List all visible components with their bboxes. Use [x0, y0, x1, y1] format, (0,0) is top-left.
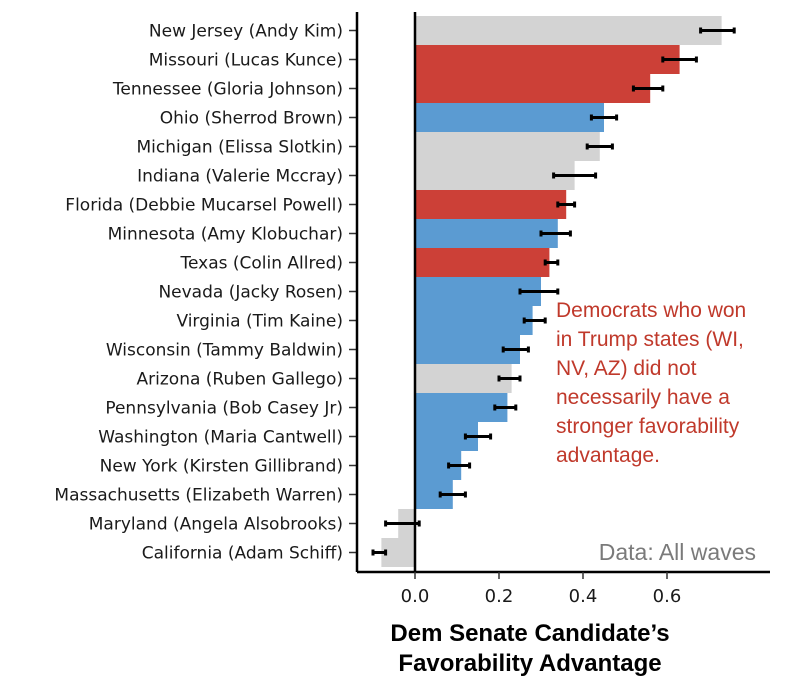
bar [415, 393, 508, 422]
category-label: Massachusetts (Elizabeth Warren) [54, 486, 343, 506]
category-label: Wisconsin (Tammy Baldwin) [106, 341, 343, 361]
category-label: Missouri (Lucas Kunce) [149, 51, 343, 71]
annotation-line: stronger favorability [556, 415, 740, 438]
bar [415, 248, 550, 277]
category-label: Virginia (Tim Kaine) [176, 312, 343, 332]
category-label: Michigan (Elissa Slotkin) [136, 138, 343, 158]
bar [415, 161, 575, 190]
annotation-line: advantage. [556, 444, 660, 467]
bar [415, 364, 512, 393]
bar [415, 132, 600, 161]
annotation-layer: Democrats who won in Trump states (WI, NV,… [556, 299, 756, 565]
category-label: Nevada (Jacky Rosen) [158, 283, 343, 303]
bar [415, 190, 567, 219]
error-bars-layer [371, 27, 736, 556]
category-label: Florida (Debbie Mucarsel Powell) [65, 196, 343, 216]
x-tick-label: 0.6 [653, 586, 682, 607]
category-label: Arizona (Ruben Gallego) [137, 370, 343, 390]
annotation-line: NV, AZ) did not [556, 357, 697, 380]
category-label: New York (Kirsten Gillibrand) [100, 457, 343, 477]
source-note: Data: All waves [599, 539, 756, 565]
x-tick-label: 0.0 [401, 586, 430, 607]
bar [415, 103, 604, 132]
category-label: California (Adam Schiff) [142, 544, 343, 564]
category-label: Washington (Maria Cantwell) [98, 428, 343, 448]
bar [415, 74, 651, 103]
annotation-line: Democrats who won [556, 299, 746, 322]
category-label: Indiana (Valerie Mccray) [137, 167, 343, 187]
x-tick-label: 0.4 [569, 586, 598, 607]
x-tick-label: 0.2 [485, 586, 514, 607]
bar [415, 16, 722, 45]
category-label: Texas (Colin Allred) [180, 254, 344, 274]
bars-layer [381, 16, 722, 567]
bar [415, 45, 680, 74]
x-axis-title-line-1: Dem Senate Candidate’s [390, 620, 670, 647]
category-label: Pennsylvania (Bob Casey Jr) [105, 399, 343, 419]
axis-layer: 0.0 0.2 0.4 0.6 [349, 12, 770, 607]
annotation-line: in Trump states (WI, [556, 328, 744, 351]
category-label: Maryland (Angela Alsobrooks) [89, 515, 343, 535]
bar [415, 219, 558, 248]
bar [415, 306, 533, 335]
category-label: Tennessee (Gloria Johnson) [112, 80, 343, 100]
category-label: Minnesota (Amy Klobuchar) [108, 225, 343, 245]
x-axis-title-line-2: Favorability Advantage [398, 650, 662, 677]
annotation-line: necessarily have a [556, 386, 730, 409]
category-labels-layer: New Jersey (Andy Kim) Missouri (Lucas Kun… [54, 22, 343, 564]
category-label: New Jersey (Andy Kim) [149, 22, 343, 42]
category-label: Ohio (Sherrod Brown) [160, 109, 343, 129]
